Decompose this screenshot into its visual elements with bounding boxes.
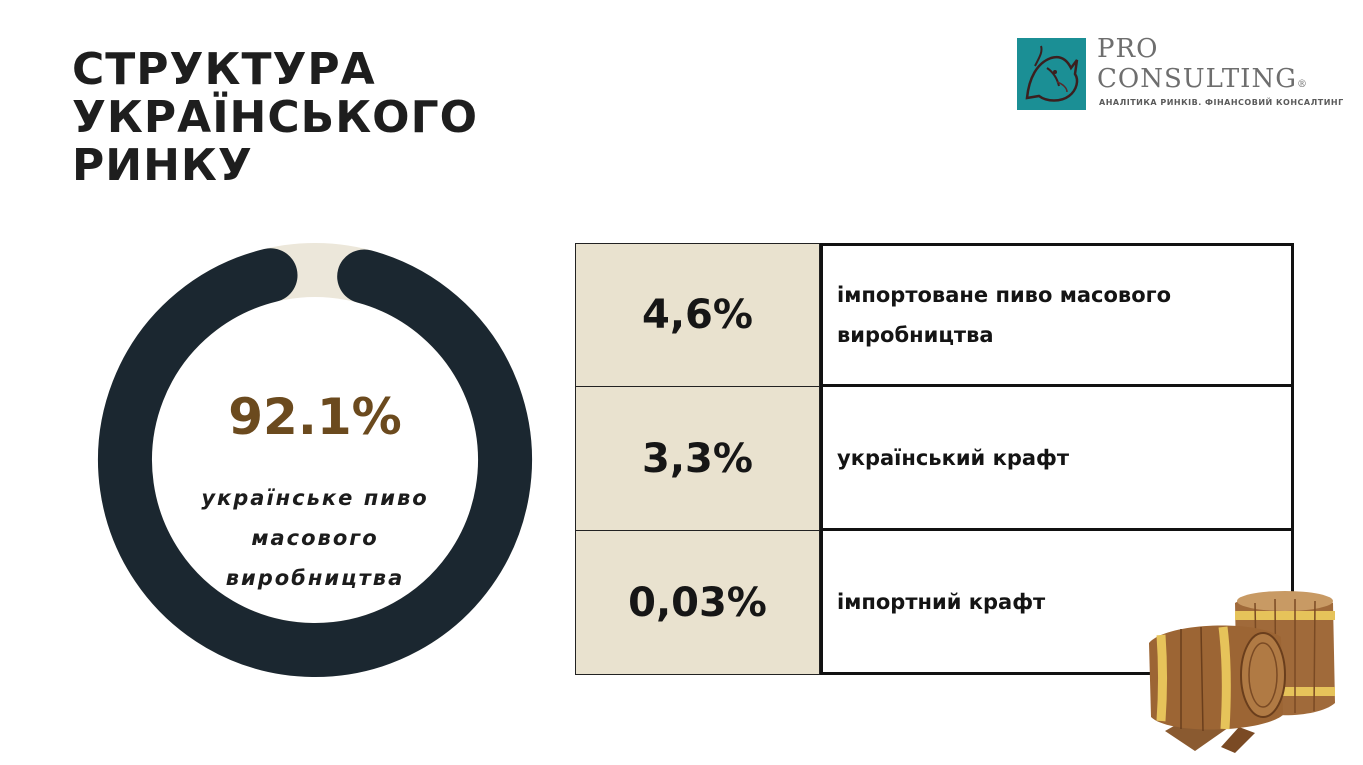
donut-center-value: 92.1% xyxy=(228,388,402,446)
share-value: 0,03% xyxy=(575,531,820,675)
share-value: 3,3% xyxy=(575,387,820,531)
share-label: імпортний крафт xyxy=(820,531,1294,675)
donut-slice-main xyxy=(98,248,532,677)
share-label: імпортоване пиво масового виробництва xyxy=(820,243,1294,387)
donut-center-label: українське пиво масового виробництва xyxy=(201,486,429,590)
pro-consulting-logo: PRO CONSULTING® АНАЛІТИКА РИНКІВ. ФІНАНС… xyxy=(1017,34,1347,110)
table-row: 4,6% імпортоване пиво масового виробницт… xyxy=(575,243,1294,387)
share-label: український крафт xyxy=(820,387,1294,531)
table-row: 3,3% український крафт xyxy=(575,387,1294,531)
logo-consulting-word: CONSULTING xyxy=(1097,64,1297,94)
logo-registered-mark: ® xyxy=(1296,79,1308,90)
title-line-2: УКРАЇНСЬКОГО xyxy=(72,92,479,143)
share-table: 4,6% імпортоване пиво масового виробницт… xyxy=(575,243,1294,675)
page-title: СТРУКТУРА УКРАЇНСЬКОГО РИНКУ xyxy=(72,46,478,190)
rhino-logo-icon xyxy=(1017,38,1086,110)
share-value: 4,6% xyxy=(575,243,820,387)
donut-chart xyxy=(98,243,532,677)
title-line-1: СТРУКТУРА xyxy=(72,44,376,95)
logo-pro-text: PRO xyxy=(1097,34,1159,64)
table-row: 0,03% імпортний крафт xyxy=(575,531,1294,675)
title-line-3: РИНКУ xyxy=(72,140,253,191)
logo-tagline: АНАЛІТИКА РИНКІВ. ФІНАНСОВИЙ КОНСАЛТИНГ xyxy=(1099,98,1344,107)
beer-barrels-illustration xyxy=(1149,591,1335,753)
logo-consulting-text: CONSULTING® xyxy=(1097,64,1308,94)
front-barrel-icon xyxy=(1149,625,1286,753)
